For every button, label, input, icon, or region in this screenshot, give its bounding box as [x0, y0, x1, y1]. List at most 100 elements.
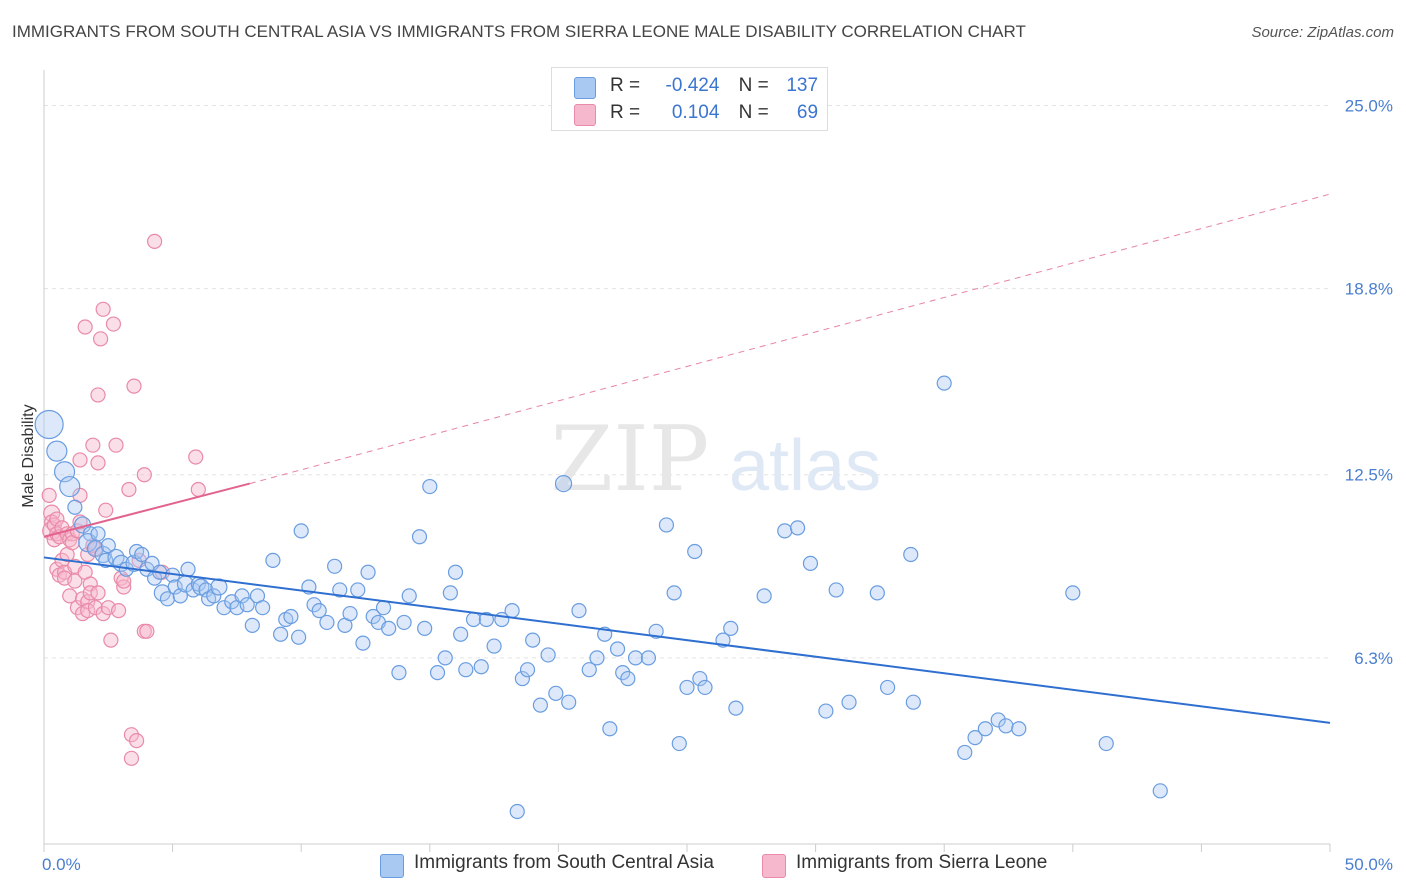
data-point-south-central-asia: [396, 614, 412, 631]
data-point-south-central-asia: [125, 554, 143, 572]
y-tick-label: 25.0%: [1345, 96, 1393, 115]
r-label: R =: [610, 75, 641, 96]
legend-text: R = 0.104 N = 69: [610, 102, 818, 124]
watermark-zip: ZIP: [551, 407, 710, 512]
data-point-sierra-leone: [85, 437, 101, 453]
data-point-south-central-asia: [554, 474, 573, 493]
data-point-south-central-asia: [206, 588, 222, 604]
data-point-south-central-asia: [777, 523, 793, 539]
r-value: 0.104: [671, 102, 720, 123]
data-point-south-central-asia: [802, 555, 819, 571]
n-value: 69: [796, 102, 819, 123]
data-point-sierra-leone: [80, 594, 96, 610]
data-point-south-central-asia: [273, 626, 289, 642]
data-point-south-central-asia: [411, 529, 428, 545]
data-point-south-central-asia: [532, 697, 548, 713]
data-point-south-central-asia: [514, 670, 530, 687]
y-tick-label: 18.8%: [1345, 280, 1393, 299]
data-point-south-central-asia: [561, 694, 577, 710]
data-point-south-central-asia: [903, 546, 919, 563]
data-point-sierra-leone: [41, 487, 57, 504]
data-point-sierra-leone: [80, 603, 96, 619]
data-point-sierra-leone: [190, 481, 206, 498]
data-point-south-central-asia: [355, 635, 371, 651]
data-point-sierra-leone: [139, 623, 155, 639]
data-point-south-central-asia: [519, 662, 536, 678]
data-point-south-central-asia: [198, 582, 214, 598]
data-point-south-central-asia: [180, 561, 196, 577]
data-point-sierra-leone: [72, 514, 88, 530]
data-point-south-central-asia: [640, 650, 657, 666]
data-point-south-central-asia: [429, 665, 446, 681]
data-point-south-central-asia: [293, 523, 309, 539]
data-point-sierra-leone: [49, 511, 65, 527]
data-point-south-central-asia: [100, 538, 116, 554]
data-point-south-central-asia: [818, 703, 834, 719]
data-point-sierra-leone: [82, 585, 98, 601]
data-point-south-central-asia: [478, 611, 494, 628]
bottom-legend-swatch-pink: [762, 854, 786, 878]
data-point-south-central-asia: [381, 620, 397, 636]
trend-line-south-central-asia: [43, 556, 1331, 724]
data-point-south-central-asia: [756, 588, 772, 604]
data-point-south-central-asia: [977, 721, 993, 737]
data-point-south-central-asia: [342, 605, 358, 622]
data-point-sierra-leone: [108, 437, 124, 453]
data-point-south-central-asia: [34, 409, 64, 440]
y-tick-label: 12.5%: [1345, 466, 1393, 485]
data-point-south-central-asia: [869, 585, 885, 601]
data-point-sierra-leone: [90, 387, 106, 403]
data-point-south-central-asia: [447, 564, 464, 580]
r-value: -0.424: [665, 75, 720, 96]
data-point-south-central-asia: [417, 620, 433, 636]
data-point-south-central-asia: [375, 600, 392, 616]
x-tick-label: 50.0%: [1345, 855, 1393, 874]
data-point-sierra-leone: [72, 452, 88, 468]
data-point-south-central-asia: [327, 558, 343, 574]
page-title: IMMIGRANTS FROM SOUTH CENTRAL ASIA VS IM…: [12, 22, 1026, 41]
n-label: N =: [738, 102, 769, 123]
x-tick-label: 0.0%: [42, 855, 81, 874]
data-point-south-central-asia: [234, 588, 250, 604]
data-point-south-central-asia: [291, 629, 307, 645]
n-label: N =: [738, 75, 769, 96]
data-point-south-central-asia: [697, 679, 713, 696]
data-point-south-central-asia: [350, 582, 366, 598]
data-point-sierra-leone: [123, 750, 140, 766]
data-point-south-central-asia: [1065, 585, 1081, 601]
data-point-south-central-asia: [789, 520, 806, 536]
data-point-south-central-asia: [216, 600, 232, 616]
data-point-south-central-asia: [509, 803, 525, 820]
data-point-south-central-asia: [442, 585, 458, 601]
series-sierra-leone-points: [41, 233, 206, 766]
y-tick-label: 6.3%: [1354, 649, 1393, 668]
trend-lines: [43, 193, 1331, 724]
data-point-south-central-asia: [422, 478, 438, 495]
data-point-south-central-asia: [134, 546, 150, 563]
data-point-south-central-asia: [525, 632, 541, 648]
data-point-south-central-asia: [1011, 721, 1027, 737]
data-point-south-central-asia: [319, 614, 335, 631]
data-point-south-central-asia: [437, 650, 453, 666]
data-point-sierra-leone: [126, 378, 142, 394]
data-point-south-central-asia: [59, 475, 81, 498]
data-point-south-central-asia: [504, 603, 520, 619]
data-point-sierra-leone: [110, 603, 127, 619]
data-point-south-central-asia: [602, 721, 618, 737]
data-point-south-central-asia: [1152, 783, 1168, 799]
data-point-sierra-leone: [105, 316, 122, 332]
data-point-south-central-asia: [255, 600, 271, 616]
data-point-south-central-asia: [615, 665, 631, 681]
legend-swatch-pink: [574, 104, 596, 126]
data-point-south-central-asia: [679, 679, 695, 696]
data-point-south-central-asia: [98, 552, 114, 568]
data-point-south-central-asia: [581, 662, 597, 678]
data-point-south-central-asia: [609, 641, 626, 657]
data-point-south-central-asia: [957, 744, 973, 761]
data-point-south-central-asia: [627, 650, 644, 666]
data-point-south-central-asia: [998, 718, 1014, 734]
data-point-south-central-asia: [967, 730, 983, 746]
data-point-south-central-asia: [473, 659, 489, 675]
data-point-south-central-asia: [571, 603, 587, 619]
series-south-central-asia-points: [34, 90, 1168, 820]
